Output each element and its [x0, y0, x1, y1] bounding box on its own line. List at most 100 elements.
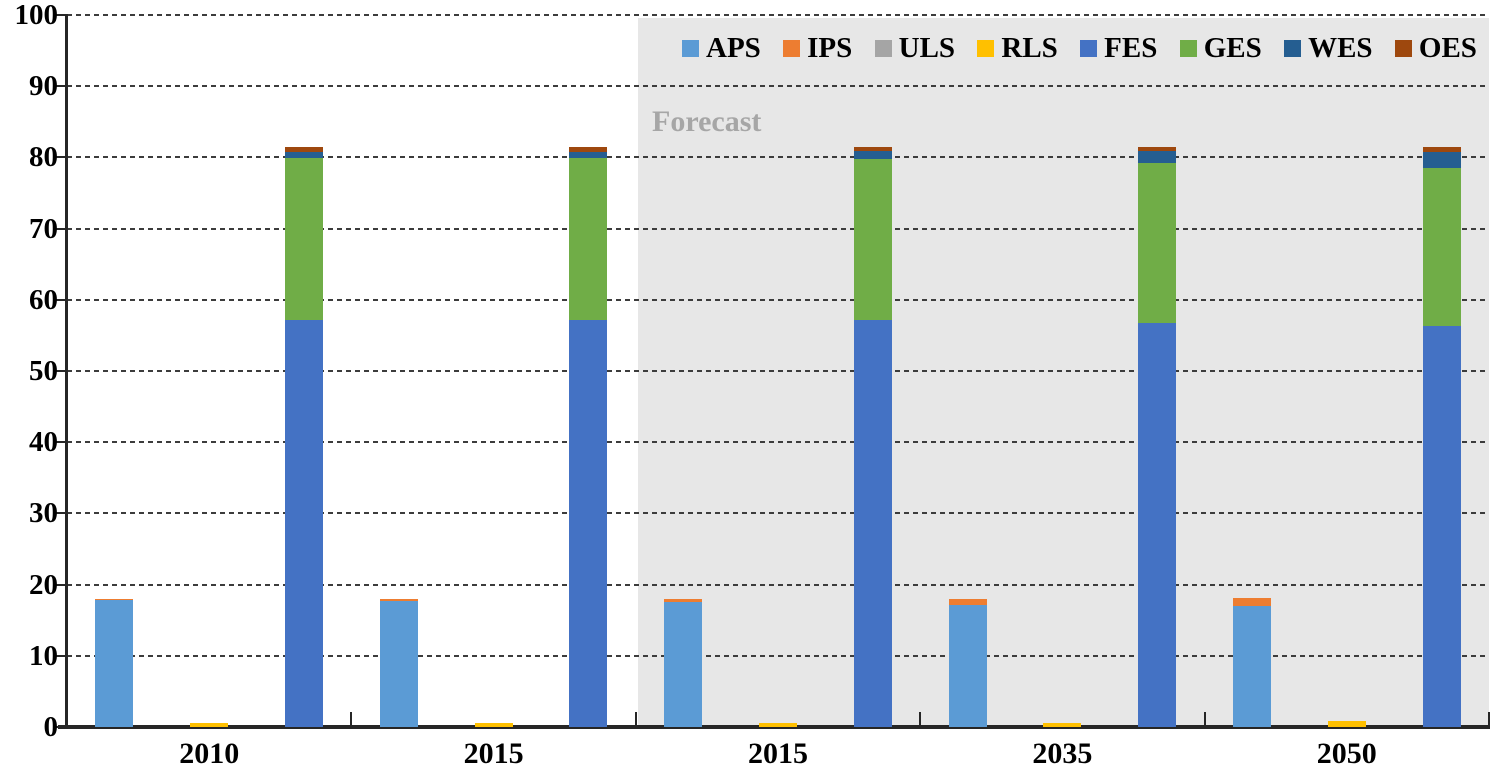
y-axis-label-80: 80	[29, 141, 58, 174]
y-tick-30	[55, 512, 65, 515]
gridline-y-70	[67, 227, 1489, 230]
legend-swatch-icon	[1179, 40, 1197, 57]
y-tick-40	[55, 441, 65, 444]
x-boundary-tick-1	[350, 712, 353, 726]
legend-item-WES: WES	[1284, 32, 1373, 65]
y-axis-label-40: 40	[29, 426, 58, 459]
x-boundary-tick-5	[1488, 712, 1490, 726]
legend-swatch-icon	[977, 40, 995, 57]
bar-2010-FES	[285, 319, 323, 727]
y-tick-90	[55, 85, 65, 88]
legend-item-RLS: RLS	[977, 32, 1058, 65]
legend-item-ULS: ULS	[874, 32, 956, 65]
y-tick-60	[55, 298, 65, 301]
bar-2010-IPS	[95, 598, 134, 601]
bar-2015-FES	[853, 319, 892, 727]
bar-2050-IPS	[1233, 598, 1271, 606]
legend: APS IPS ULS RLS FES GES WES OES	[682, 32, 1477, 65]
x-axis-label-2: 2015	[748, 737, 808, 770]
bar-2010-WES	[285, 152, 323, 159]
bar-2015-RLS	[759, 723, 797, 727]
gridline-y-10	[67, 654, 1489, 657]
legend-item-IPS: IPS	[783, 32, 852, 65]
bar-2035-FES	[1138, 322, 1177, 727]
gridline-y-40	[67, 441, 1489, 444]
gridline-y-50	[67, 370, 1489, 372]
bar-2050-GES	[1422, 168, 1461, 327]
legend-item-APS: APS	[682, 32, 761, 65]
bar-2015-IPS	[664, 598, 703, 602]
bar-2010-GES	[285, 158, 323, 320]
legend-swatch-icon	[874, 40, 892, 57]
y-axis-label-50: 50	[29, 355, 58, 387]
y-tick-20	[55, 583, 65, 586]
x-boundary-tick-2	[634, 712, 637, 726]
bar-2035-GES	[1138, 163, 1177, 323]
bar-2035-OES	[1138, 146, 1177, 151]
bar-2035-IPS	[948, 598, 987, 605]
bar-2010-APS	[95, 600, 134, 727]
gridline-y-90	[67, 85, 1489, 88]
plot-area: Forecast APS IPS ULS RLS FES GES WES OES	[55, 14, 1490, 729]
forecast-label: Forecast	[652, 105, 762, 138]
gridline-y-30	[67, 512, 1489, 515]
bar-2015-FES	[569, 320, 608, 727]
legend-label: FES	[1104, 32, 1158, 64]
legend-label: ULS	[898, 32, 956, 64]
bar-2015-OES	[853, 146, 892, 151]
legend-label: OES	[1418, 32, 1477, 64]
y-tick-70	[55, 227, 65, 230]
legend-swatch-icon	[783, 40, 801, 57]
gridline-y-100	[67, 14, 1489, 16]
legend-item-OES: OES	[1394, 32, 1477, 65]
y-axis-label-30: 30	[29, 497, 58, 530]
bar-2015-APS	[664, 601, 703, 727]
bar-2015-IPS	[379, 598, 418, 601]
y-tick-50	[55, 370, 65, 372]
legend-swatch-icon	[682, 40, 699, 57]
legend-swatch-icon	[1284, 40, 1302, 57]
bar-2015-GES	[853, 158, 892, 320]
y-axis-label-100: 100	[14, 0, 59, 31]
y-axis-label-60: 60	[29, 283, 58, 316]
legend-item-GES: GES	[1179, 32, 1262, 65]
x-axis-label-3: 2035	[1032, 737, 1093, 770]
gridline-y-80	[67, 156, 1489, 159]
x-boundary-tick-3	[919, 712, 922, 726]
gridline-y-60	[67, 298, 1489, 301]
bar-2015-RLS	[474, 723, 513, 727]
bar-2050-FES	[1422, 326, 1461, 727]
legend-swatch-icon	[1394, 40, 1412, 57]
gridline-y-20	[67, 583, 1489, 586]
y-axis-label-90: 90	[29, 70, 58, 103]
x-axis-line	[58, 725, 1490, 729]
y-axis-label-20: 20	[29, 568, 58, 601]
bar-2015-WES	[569, 151, 608, 159]
bar-2035-APS	[948, 604, 987, 727]
legend-swatch-icon	[1080, 40, 1098, 57]
y-axis-line	[65, 14, 68, 729]
x-axis-label-1: 2015	[463, 737, 524, 770]
y-tick-80	[55, 156, 65, 159]
bar-2015-OES	[569, 146, 608, 152]
bar-2050-RLS	[1327, 721, 1366, 727]
y-axis-label-10: 10	[29, 639, 58, 672]
x-axis-label-0: 2010	[179, 737, 240, 770]
legend-label: WES	[1308, 32, 1373, 64]
bar-2015-WES	[853, 150, 892, 159]
bar-2015-GES	[569, 158, 608, 321]
bar-2050-APS	[1233, 605, 1271, 727]
y-tick-10	[55, 654, 65, 657]
y-axis-label-70: 70	[29, 212, 58, 245]
bar-2050-OES	[1422, 146, 1461, 152]
y-axis-label-0: 0	[43, 711, 59, 743]
bar-2050-WES	[1422, 151, 1461, 169]
legend-label: IPS	[807, 32, 853, 64]
forecast-region	[638, 18, 1489, 727]
bar-2010-RLS	[190, 723, 229, 727]
bar-2010-OES	[285, 146, 323, 153]
bar-2035-WES	[1138, 150, 1177, 164]
bar-2035-RLS	[1043, 723, 1082, 727]
legend-item-FES: FES	[1080, 32, 1157, 65]
